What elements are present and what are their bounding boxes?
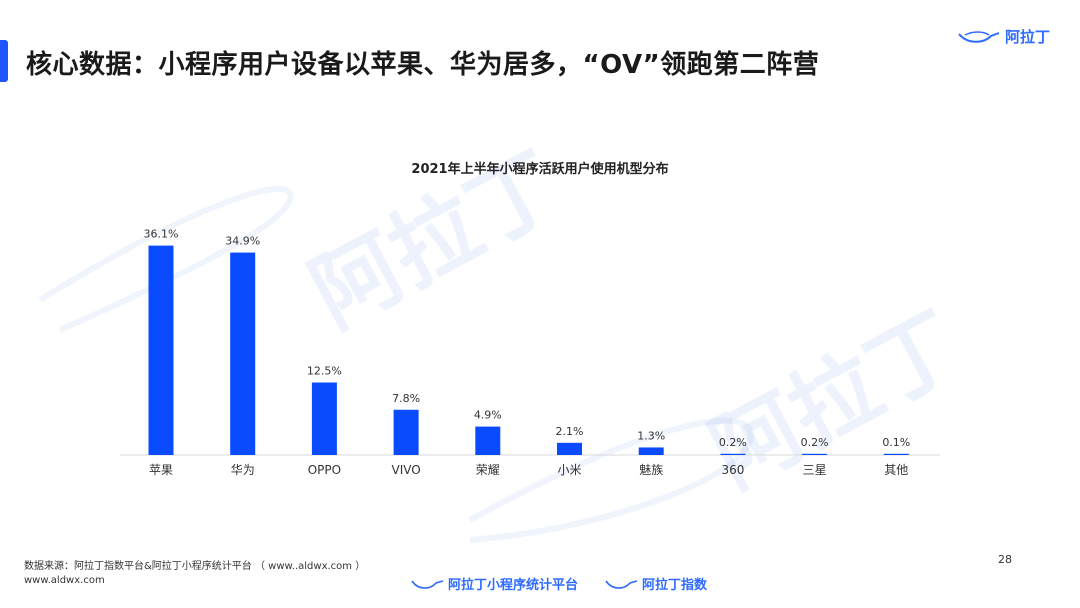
source-url: www.aldwx.com [24,575,105,586]
footer-link-index-label: 阿拉丁指数 [642,578,708,593]
category-label-7: 360 [721,463,744,477]
category-label-9: 其他 [884,463,908,477]
footer-link-stats-label: 阿拉丁小程序统计平台 [448,578,579,593]
footer-links: 阿拉丁小程序统计平台 阿拉丁指数 [410,574,707,593]
category-label-8: 三星 [803,463,827,477]
lamp-icon [605,579,638,589]
data-label-7: 0.2% [719,436,747,449]
page-number: 28 [998,553,1012,566]
data-label-6: 1.3% [637,429,665,442]
category-label-2: OPPO [308,463,341,477]
data-label-5: 2.1% [556,425,584,438]
category-label-5: 小米 [557,463,581,477]
page-title: 核心数据：小程序用户设备以苹果、华为居多，“OV”领跑第二阵营 [26,50,820,80]
source-text: 数据来源：阿拉丁指数平台&阿拉丁小程序统计平台 （ www..aldwx.com… [24,561,366,572]
bar-6 [638,447,664,455]
data-label-9: 0.1% [882,436,910,449]
bar-8 [802,453,828,455]
footer-link-stats-platform: 阿拉丁小程序统计平台 [410,574,578,593]
category-label-6: 魅族 [639,462,663,477]
bar-0 [148,245,174,455]
chart-title: 2021年上半年小程序活跃用户使用机型分布 [411,162,669,177]
bar-9 [883,453,909,455]
bar-3 [393,409,419,455]
category-label-3: VIVO [391,463,420,477]
footer-link-index: 阿拉丁指数 [604,574,707,593]
data-source: 数据来源：阿拉丁指数平台&阿拉丁小程序统计平台 （ www..aldwx.com… [24,560,365,588]
category-label-1: 华为 [231,463,255,477]
bar-chart: 36.1% 苹果 34.9% 华为 12.5% OPPO 7.8% VIVO 4.9% 荣耀 2.1… [120,228,940,477]
data-label-4: 4.9% [474,409,502,422]
data-label-3: 7.8% [392,392,420,405]
brand-name: 阿拉丁 [1004,28,1050,46]
bar-2 [311,382,337,455]
category-label-4: 荣耀 [476,463,500,477]
bar-4 [475,426,501,455]
data-label-0: 36.1% [144,228,179,241]
data-label-2: 12.5% [307,365,342,378]
bar-7 [720,453,746,455]
lamp-icon [411,579,444,589]
data-label-8: 0.2% [801,436,829,449]
bar-5 [557,442,582,455]
bar-1 [230,252,256,455]
title-accent-bar [0,40,8,82]
brand-logo: 阿拉丁 [957,26,1050,47]
lamp-icon [958,30,1000,43]
data-label-1: 34.9% [225,235,260,248]
category-label-0: 苹果 [149,463,173,477]
